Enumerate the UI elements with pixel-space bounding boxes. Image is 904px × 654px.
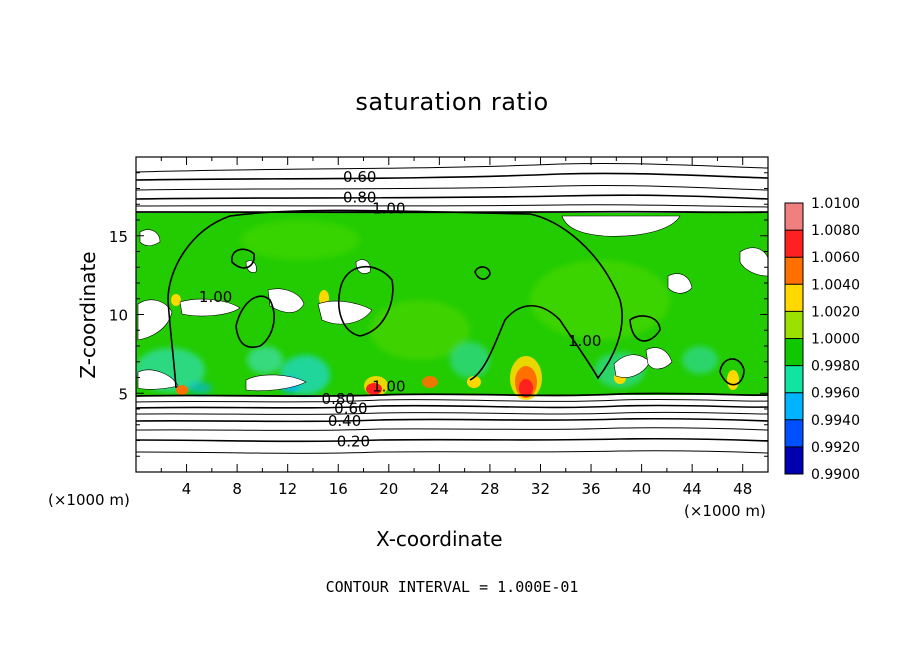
colorbar-label: 1.0060 — [811, 250, 860, 266]
x-tick-label: 32 — [531, 480, 550, 498]
colorbar-label: 0.9900 — [811, 467, 860, 483]
x-tick-label: 8 — [232, 480, 242, 498]
colorbar-swatch — [785, 365, 803, 393]
upper-contours — [136, 162, 768, 214]
colorbar-swatch — [785, 203, 803, 231]
contour-label: 0.20 — [337, 433, 370, 451]
y-axis-ticks: 5 10 15 — [109, 172, 768, 457]
colorbar-label: 1.0080 — [811, 223, 860, 239]
colorbar-swatch — [785, 419, 803, 447]
contour-labels: 0.600.801.001.001.001.000.800.600.400.20 — [199, 168, 601, 451]
x-tick-label: 48 — [733, 480, 752, 498]
y-tick-label: 15 — [109, 228, 128, 246]
x-tick-label: 20 — [379, 480, 398, 498]
contour-label: 1.00 — [199, 288, 232, 306]
colorbar-label: 0.9980 — [811, 359, 860, 375]
x-unit-label-left: (×1000 m) — [48, 491, 130, 509]
colorbar-label: 0.9940 — [811, 413, 860, 429]
x-tick-label: 28 — [480, 480, 499, 498]
colorbar-label: 0.9920 — [811, 440, 860, 456]
contour-label: 1.00 — [568, 332, 601, 350]
x-axis-label: X-coordinate — [376, 527, 503, 551]
x-tick-label: 4 — [182, 480, 192, 498]
contour-label: 0.60 — [334, 400, 367, 418]
contour-label: 0.40 — [328, 412, 361, 430]
chart-title: saturation ratio — [355, 88, 549, 116]
y-tick-label: 10 — [109, 307, 128, 325]
x-tick-label: 44 — [683, 480, 702, 498]
colorbar-label: 1.0000 — [811, 332, 860, 348]
contour-label: 1.00 — [372, 200, 405, 218]
x-tick-label: 12 — [278, 480, 297, 498]
colorbar-swatch — [785, 230, 803, 258]
colorbar-label: 0.9960 — [811, 386, 860, 402]
contour-label: 1.00 — [372, 378, 405, 396]
colorbar-swatch — [785, 446, 803, 474]
field-layer — [136, 162, 768, 454]
x-tick-label: 36 — [581, 480, 600, 498]
colorbar-swatch — [785, 257, 803, 285]
colorbar-swatch — [785, 338, 803, 366]
contour-interval-note: CONTOUR INTERVAL = 1.000E-01 — [325, 578, 579, 596]
x-tick-label: 16 — [329, 480, 348, 498]
x-tick-label: 24 — [430, 480, 449, 498]
contour-label: 0.80 — [322, 390, 355, 408]
colorbar-label: 1.0100 — [811, 196, 860, 212]
x-unit-label-right: (×1000 m) — [684, 502, 766, 520]
colorbar-swatch — [785, 392, 803, 420]
colorbar-label: 1.0020 — [811, 304, 860, 320]
colorbar-label: 1.0040 — [811, 277, 860, 293]
contour-label: 0.60 — [343, 168, 376, 186]
saturation-contours — [167, 209, 745, 389]
lower-contours — [136, 392, 768, 454]
x-tick-label: 40 — [632, 480, 651, 498]
unsaturated-patches — [137, 215, 768, 392]
colorbar: 1.0100 1.0080 1.0060 1.0040 1.0020 1.0000 0.99… — [784, 196, 860, 483]
contour-label: 0.80 — [343, 189, 376, 207]
colorbar-swatch — [785, 311, 803, 339]
y-tick-label: 5 — [118, 385, 128, 403]
x-axis-ticks: 4 8 12 16 20 24 28 32 36 40 44 48 — [160, 157, 752, 498]
colorbar-swatch — [785, 284, 803, 312]
